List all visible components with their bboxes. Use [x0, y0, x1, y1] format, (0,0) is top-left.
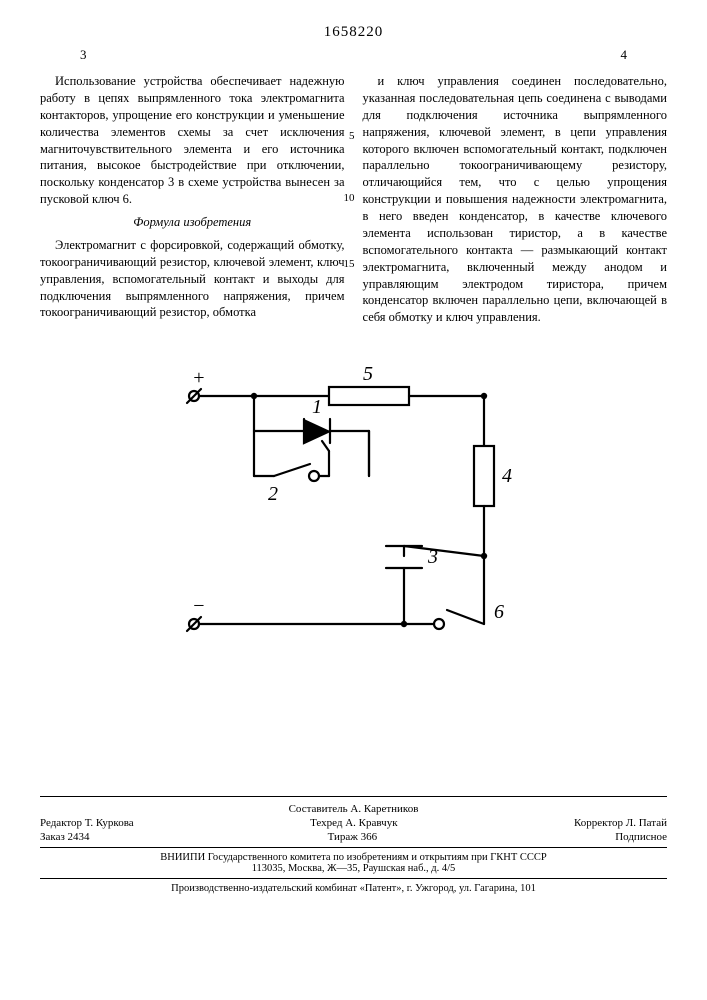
right-para-1: и ключ управления соединен последователь… — [363, 73, 668, 326]
patent-page: 1658220 3 4 Использование устройства обе… — [0, 0, 707, 918]
footer-compiler: Составитель А. Каретников — [289, 803, 419, 815]
footer-order: Заказ 2434 — [40, 831, 90, 843]
col-num-right: 4 — [621, 47, 628, 63]
footer-addr1: 113035, Москва, Ж—35, Раушская наб., д. … — [40, 863, 667, 874]
patent-number: 1658220 — [40, 24, 667, 41]
footer-editor: Редактор Т. Куркова — [40, 817, 134, 829]
left-para-1: Использование устройства обеспечивает на… — [40, 73, 345, 208]
svg-text:5: 5 — [363, 363, 373, 385]
ruler-15: 15 — [344, 257, 355, 272]
left-column: Использование устройства обеспечивает на… — [40, 73, 345, 332]
right-column: и ключ управления соединен последователь… — [363, 73, 668, 332]
formula-heading: Формула изобретения — [40, 214, 345, 231]
circuit-svg: + − 5 4 6 3 1 2 — [174, 356, 534, 656]
footer-org-block: ВНИИПИ Государственного комитета по изоб… — [40, 847, 667, 894]
svg-text:2: 2 — [268, 483, 278, 505]
ruler-10: 10 — [344, 191, 355, 206]
ruler-5: 5 — [349, 129, 355, 144]
imprint-footer: Составитель А. Каретников Редактор Т. Ку… — [40, 796, 667, 894]
footer-sign: Подписное — [615, 831, 667, 843]
footer-org1: ВНИИПИ Государственного комитета по изоб… — [40, 852, 667, 863]
footer-tirazh: Тираж 366 — [328, 831, 378, 843]
circuit-diagram: + − 5 4 6 3 1 2 — [40, 356, 667, 656]
column-numbers: 3 4 — [40, 47, 667, 63]
col-num-left: 3 — [80, 47, 87, 63]
text-columns: Использование устройства обеспечивает на… — [40, 73, 667, 332]
footer-tech: Техред А. Кравчук — [310, 817, 397, 829]
svg-text:6: 6 — [494, 601, 504, 623]
svg-text:1: 1 — [312, 396, 322, 418]
svg-text:4: 4 — [502, 465, 512, 487]
footer-org2: Производственно-издательский комбинат «П… — [40, 878, 667, 894]
svg-text:3: 3 — [427, 546, 438, 568]
svg-text:+: + — [192, 367, 206, 389]
left-para-2: Электромагнит с форсировкой, содержащий … — [40, 237, 345, 321]
svg-text:−: − — [192, 595, 206, 617]
footer-corrector: Корректор Л. Патай — [574, 817, 667, 829]
